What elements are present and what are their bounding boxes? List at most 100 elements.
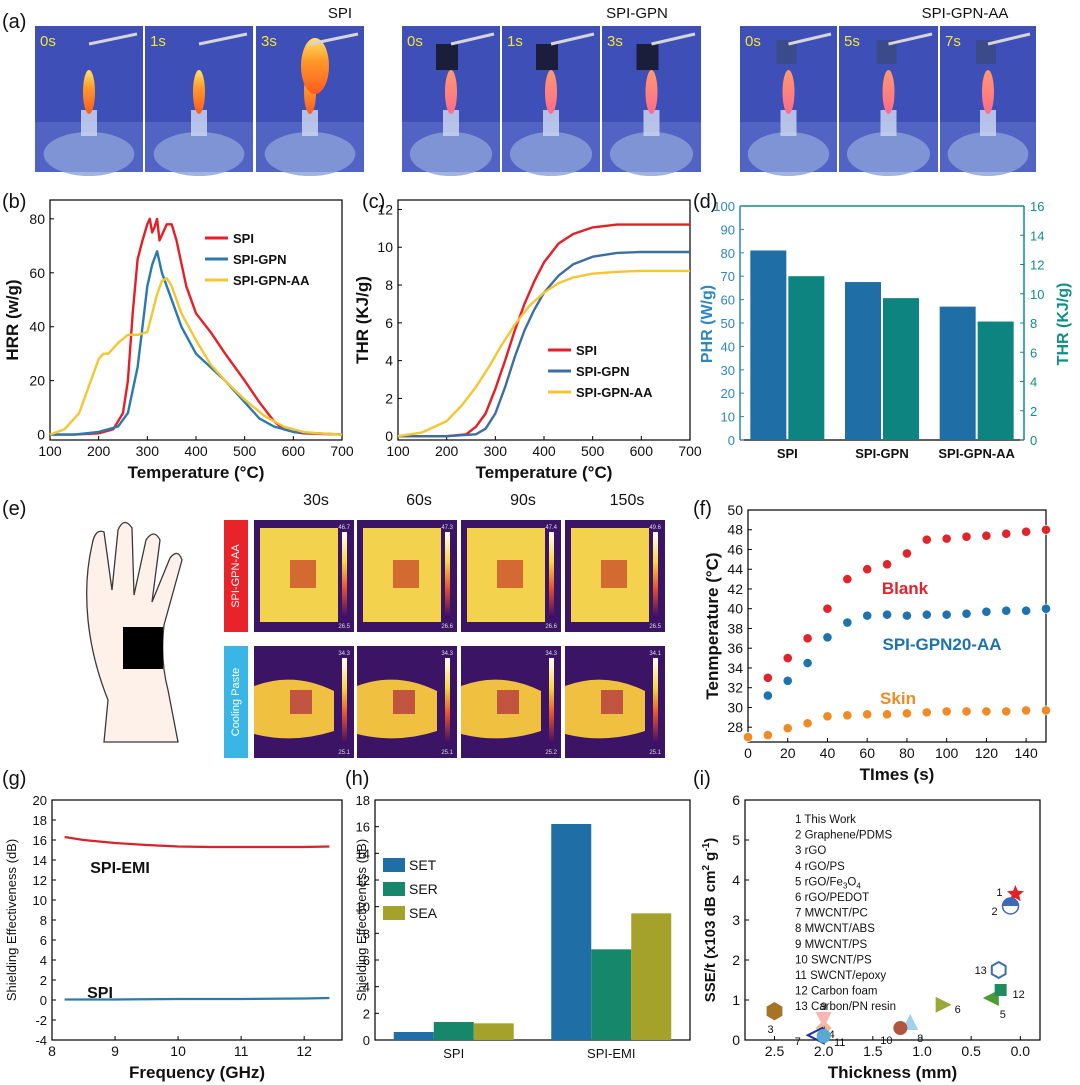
- y-tick-label: 50: [721, 316, 735, 331]
- y-tick-label: 6: [40, 933, 47, 948]
- burner-neck: [880, 110, 897, 136]
- y-tick-label: 80: [721, 246, 735, 261]
- data-point-SPI-GPN20-AA: [1001, 605, 1012, 616]
- legend-entry-text: 10 SWCNT/PS: [795, 954, 872, 966]
- thermal-hotspot: [497, 560, 523, 588]
- point-label: 1: [996, 887, 1002, 899]
- panel-letter: (i): [693, 768, 711, 790]
- burner-glass: [509, 132, 593, 176]
- data-point-Skin: [1021, 705, 1032, 716]
- y-tick-label: 6: [732, 792, 740, 808]
- y-tick-label: 10: [33, 893, 47, 908]
- legend-label: SPI-GPN: [233, 252, 286, 267]
- data-point-Blank: [961, 531, 972, 542]
- x-tick-label: 400: [184, 443, 208, 459]
- legend-label: SPI: [233, 231, 254, 246]
- legend-label: SEA: [409, 905, 438, 921]
- y-axis-label: Shielding Effectiveness (dB): [354, 839, 369, 1001]
- y-tick-label: 2: [40, 973, 47, 988]
- y-axis-label: THR (KJ/g): [353, 276, 372, 364]
- point-label: 13: [975, 965, 987, 977]
- bar-phr: [939, 306, 976, 440]
- row-label-bg: [224, 646, 248, 758]
- y-axis-label-part: g: [702, 852, 719, 865]
- thermal-hotspot: [393, 560, 419, 588]
- data-point-Blank: [882, 559, 892, 570]
- legend-entry: 2 Graphene/PDMS: [795, 830, 892, 842]
- y-tick-label: 38: [727, 620, 743, 636]
- legend-entry: 1 This Work: [795, 814, 856, 826]
- panel-letter: (d): [693, 191, 717, 213]
- series-line-SPI: [50, 217, 343, 436]
- thermal-scale: [342, 658, 347, 744]
- x-tick-label: 300: [136, 443, 160, 459]
- annotation: Skin: [880, 689, 916, 708]
- legend-entry: 10 SWCNT/PS: [795, 954, 872, 966]
- data-point-Skin: [941, 706, 952, 717]
- thermal-scale: [653, 532, 658, 618]
- data-point-Blank: [1021, 526, 1032, 537]
- scale-min: 26.6: [441, 624, 453, 630]
- x-tick-label: 600: [282, 443, 306, 459]
- x-tick-label: 120: [975, 745, 999, 761]
- x-axis-label: TImes (s): [860, 765, 935, 784]
- bar-thr: [883, 298, 919, 440]
- y-tick-label: 36: [727, 640, 743, 656]
- data-point-Blank: [941, 533, 952, 544]
- y-tick-label: 16: [33, 833, 47, 848]
- data-point-Blank: [762, 672, 773, 683]
- y-tick-label: 18: [356, 793, 370, 808]
- y-tick-label: 4: [363, 980, 370, 995]
- category-label: SPI-GPN-AA: [938, 446, 1015, 461]
- data-point-Skin: [762, 730, 773, 740]
- point-label: 4: [829, 1029, 835, 1041]
- x-axis-label: Temperature (°C): [128, 463, 265, 482]
- time-label: 1s: [507, 33, 523, 50]
- y-tick-label: 4: [732, 872, 740, 888]
- marker-13: [990, 960, 1007, 980]
- point-label: 5: [1000, 1009, 1006, 1021]
- y-axis-label: HRR (w/g): [3, 279, 22, 360]
- y-tick-label: 40: [721, 339, 735, 354]
- row-label-bg: [224, 520, 248, 632]
- point-label: 12: [1013, 989, 1025, 1001]
- bar-thr: [788, 276, 825, 440]
- x-tick-label: 40: [820, 745, 836, 761]
- time-label: 0s: [407, 33, 423, 50]
- scale-max: 47.4: [545, 525, 557, 531]
- y-axis-label-part: 2: [701, 865, 712, 871]
- scale-max: 46.7: [338, 525, 350, 531]
- y-tick-label: 0: [385, 428, 393, 444]
- group-title: SPI: [328, 5, 352, 22]
- marker-9: [815, 1012, 832, 1028]
- scale-min: 25.2: [545, 750, 557, 756]
- marker-3: [766, 1002, 783, 1021]
- y-tick-label: 70: [721, 269, 735, 284]
- burning-sample: [301, 38, 329, 94]
- bar-phr: [750, 250, 787, 440]
- tweezers: [309, 32, 359, 46]
- panel-a: SPI 0s 1s 3s SPI-GPN 0s 1s 3s SPI-GPN-AA 0s 5s 7s: [35, 5, 1036, 176]
- point-label: 6: [955, 1004, 961, 1016]
- y-tick-label: 14: [356, 846, 370, 861]
- scale-min: 25.1: [441, 750, 453, 756]
- y-tick-label: 4: [40, 953, 47, 968]
- chart-g: 8 9 10 11 12 -4 -2 0 2 4 6 8 10 12 14 16 18 20 SPI-EMI SPI F…: [4, 793, 343, 1082]
- data-point-SPI-GPN20-AA: [961, 608, 972, 619]
- data-point-Skin: [1001, 706, 1012, 717]
- bar-SET: [551, 824, 592, 1040]
- legend-entry: 5 rGO/Fe3O4: [795, 876, 861, 890]
- legend-entry-text: 5 rGO/Fe: [795, 876, 843, 888]
- y-tick-label: 44: [727, 561, 743, 577]
- data-point-Blank: [862, 564, 873, 575]
- x-tick-label: 0.0: [1011, 1043, 1031, 1059]
- chart-d: 0 10 20 30 40 50 60 70 80 90 100 0 2 4 6 8 10 12 14 16 SPI SP…: [699, 199, 1072, 461]
- y-tick-label: 60: [721, 293, 735, 308]
- bar-SER: [591, 949, 632, 1040]
- x-tick-label: 500: [233, 443, 257, 459]
- sample: [976, 40, 996, 64]
- x-tick-label: 300: [484, 443, 508, 459]
- y-tick-label: 3: [732, 912, 740, 928]
- tweezers: [550, 32, 595, 46]
- data-point-SPI-GPN20-AA: [1041, 603, 1051, 614]
